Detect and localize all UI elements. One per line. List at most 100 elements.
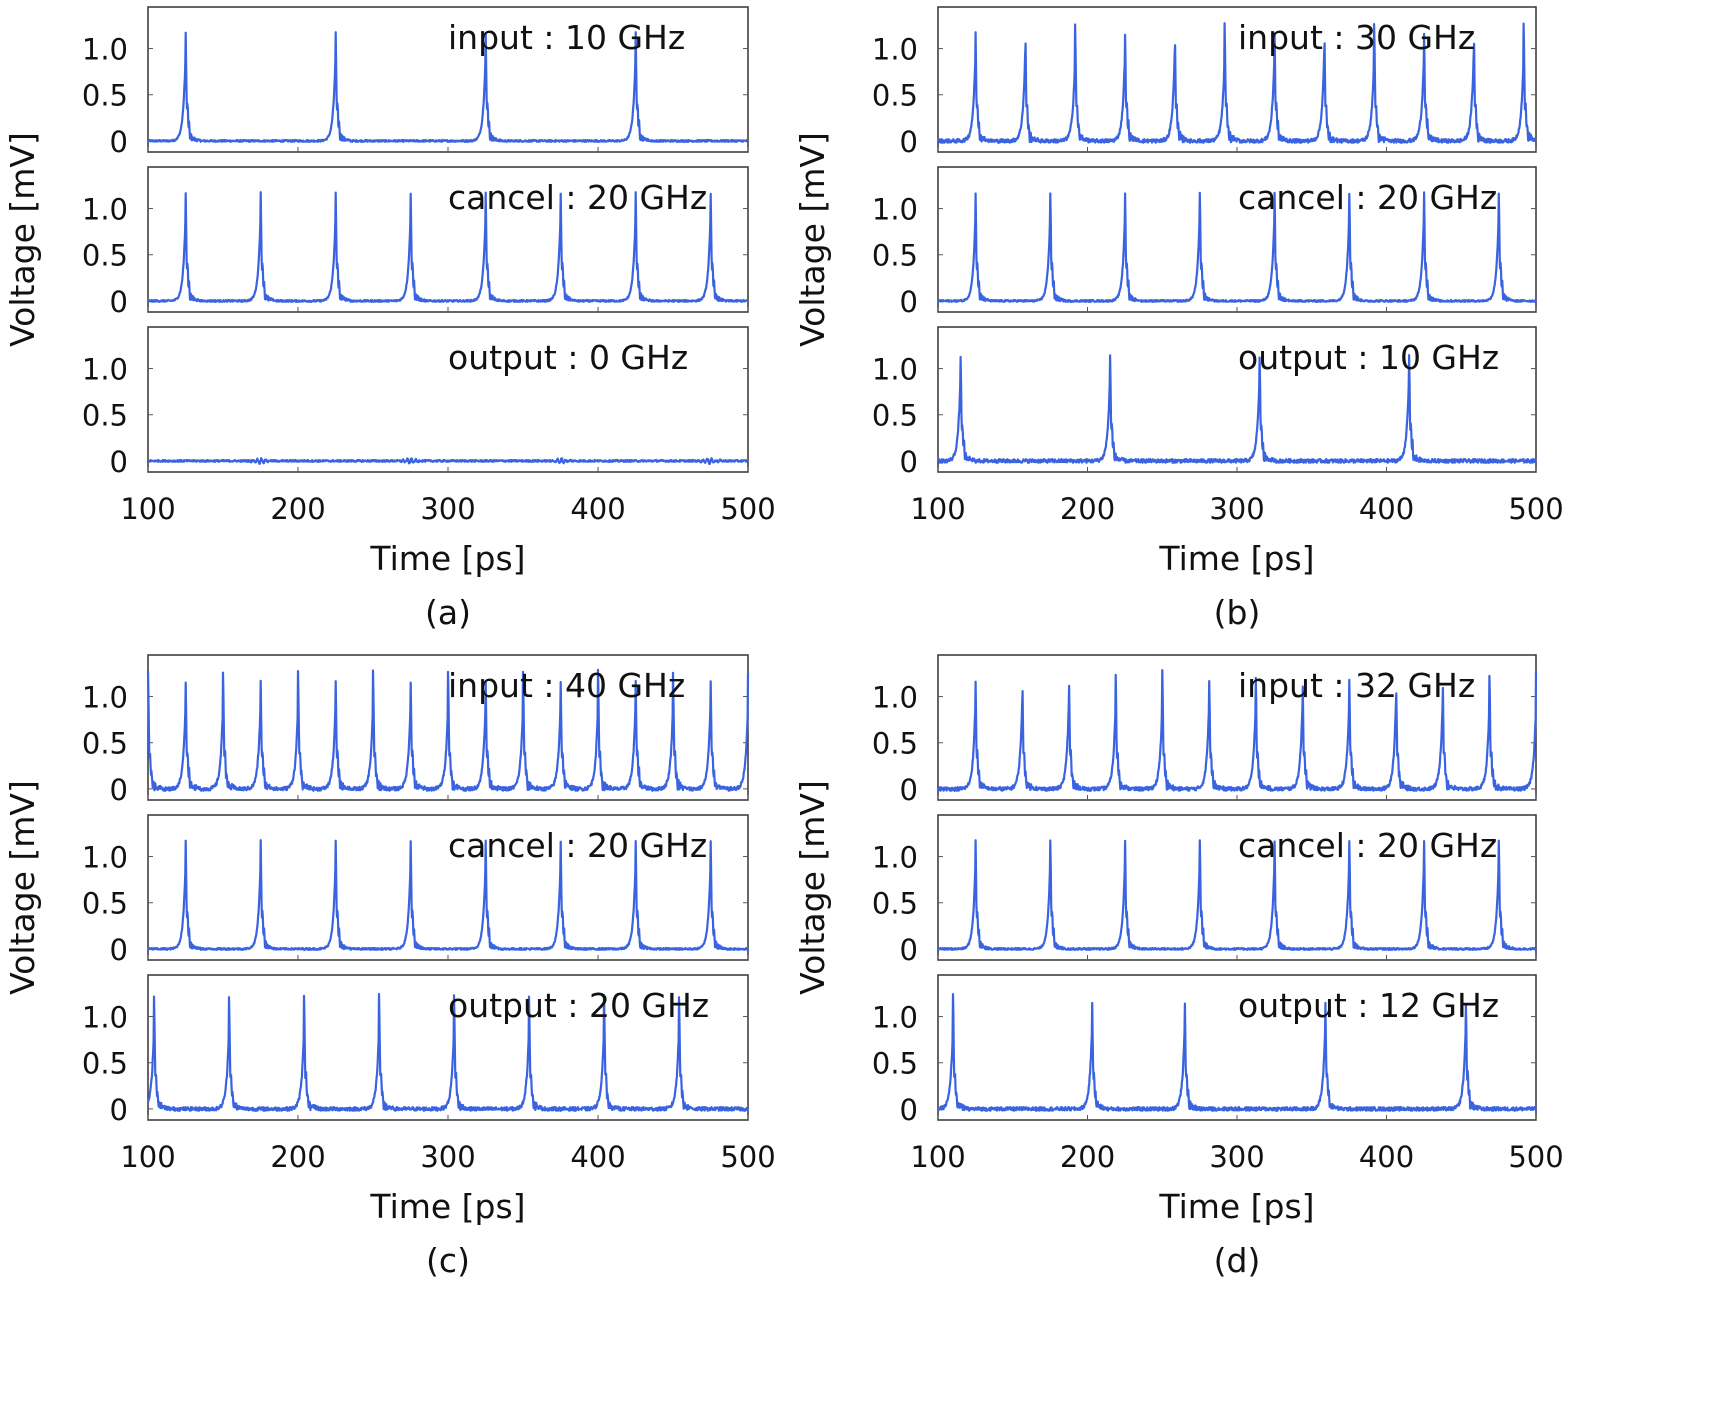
x-tick-label: 200 [1060,1140,1115,1174]
plot-frame [937,814,1537,961]
plot-frame [937,6,1537,153]
x-tick-label: 200 [270,1140,325,1174]
subplot-b-cancel: 0 0.5 1.0 cancel : 20 GHz [872,166,1537,319]
y-tick-label: 1.0 [872,353,918,387]
y-tick-label: 0.5 [82,399,128,433]
y-tick-label: 0 [110,1093,128,1127]
y-tick-label: 1.0 [82,33,128,67]
subplot-c-output: 0 0.5 1.0 output : 20 GHz [82,974,750,1127]
x-axis-title: Time [ps] [1158,1187,1314,1226]
y-tick-label: 0.5 [872,1047,918,1081]
y-tick-label: 0.5 [872,239,918,273]
y-tick-label: 0.5 [82,239,128,273]
plot-frame [937,166,1537,313]
x-tick-label: 500 [720,1140,775,1174]
series-line-output [936,992,1538,1112]
subplot-d-output: 0 0.5 1.0 output : 12 GHz [872,974,1538,1127]
plot-frame [937,654,1537,801]
y-axis-title: Voltage [mV] [3,780,42,995]
y-tick-label: 1.0 [872,681,918,715]
x-tick-label: 300 [420,1140,475,1174]
annotation-cancel: cancel : 20 GHz [1238,826,1497,865]
x-tick-label: 400 [570,492,625,526]
x-tick-label: 100 [910,1140,965,1174]
y-tick-label: 0 [900,933,918,967]
x-tick-label: 500 [720,492,775,526]
series-line-cancel [147,839,749,951]
y-tick-label: 0 [110,125,128,159]
panel-caption: (b) [1214,593,1261,632]
y-axis-title: Voltage [mV] [793,132,832,347]
subplot-a-output: 0 0.5 1.0 output : 0 GHz [82,326,749,479]
y-tick-label: 0 [900,445,918,479]
x-tick-label: 400 [570,1140,625,1174]
y-tick-label: 0.5 [872,399,918,433]
series-line-cancel [937,839,1538,951]
y-tick-label: 0 [900,773,918,807]
x-axis-title: Time [ps] [369,539,525,578]
panel-c: 0 0.5 1.0 input : 40 GHz 0 0.5 1.0 cancel : 20 … [3,654,776,1280]
annotation-output: output : 0 GHz [448,338,688,377]
y-tick-label: 1.0 [82,193,128,227]
y-tick-label: 0.5 [82,727,128,761]
subplot-a-input: 0 0.5 1.0 input : 10 GHz [82,6,749,159]
annotation-cancel: cancel : 20 GHz [1238,178,1497,217]
series-line-input [936,668,1538,792]
annotation-output: output : 12 GHz [1238,986,1499,1025]
y-tick-label: 0 [110,445,128,479]
y-tick-label: 1.0 [82,681,128,715]
panel-caption: (c) [426,1241,470,1280]
y-axis-title: Voltage [mV] [3,132,42,347]
series-line-cancel [937,191,1537,303]
panel-caption: (d) [1214,1241,1261,1280]
series-line-input [147,31,749,143]
series-line-output [147,457,749,466]
subplot-c-cancel: 0 0.5 1.0 cancel : 20 GHz [82,814,749,967]
series-line-input [936,22,1537,144]
x-tick-label: 100 [120,1140,175,1174]
series-line-output [936,354,1537,464]
annotation-input: input : 40 GHz [448,666,685,705]
y-axis-title: Voltage [mV] [793,780,832,995]
annotation-cancel: cancel : 20 GHz [448,178,707,217]
y-tick-label: 0.5 [872,727,918,761]
y-tick-label: 1.0 [872,841,918,875]
x-tick-label: 300 [1209,492,1264,526]
x-tick-label: 100 [120,492,175,526]
y-tick-label: 0.5 [872,79,918,113]
plot-frame [147,166,749,313]
annotation-input: input : 30 GHz [1238,18,1475,57]
plot-frame [147,6,749,153]
y-tick-label: 1.0 [872,1001,918,1035]
x-tick-label: 300 [1209,1140,1264,1174]
y-tick-label: 0.5 [82,887,128,921]
x-tick-label: 200 [1060,492,1115,526]
y-tick-label: 0 [110,285,128,319]
y-tick-label: 0.5 [82,1047,128,1081]
x-tick-label: 500 [1508,1140,1563,1174]
annotation-output: output : 20 GHz [448,986,709,1025]
plot-frame [937,974,1537,1121]
x-tick-label: 400 [1359,492,1414,526]
plot-frame [937,326,1537,473]
series-line-cancel [146,191,749,303]
plot-frame [147,974,749,1121]
series-line-input [146,668,750,792]
y-tick-label: 1.0 [82,841,128,875]
x-tick-label: 200 [270,492,325,526]
x-axis-title: Time [ps] [1158,539,1314,578]
x-tick-label: 400 [1359,1140,1414,1174]
x-axis-title: Time [ps] [369,1187,525,1226]
panel-caption: (a) [425,593,471,632]
y-tick-label: 0 [900,285,918,319]
y-tick-label: 1.0 [872,193,918,227]
y-tick-label: 0.5 [872,887,918,921]
y-tick-label: 0 [900,1093,918,1127]
subplot-b-input: 0 0.5 1.0 input : 30 GHz [872,6,1537,159]
y-tick-label: 0 [110,933,128,967]
subplot-b-output: 0 0.5 1.0 output : 10 GHz [872,326,1537,479]
y-tick-label: 0 [900,125,918,159]
panel-a: 0 0.5 1.0 input : 10 GHz 0 0.5 1.0 cancel : 20 … [3,6,776,632]
series-line-output [147,992,750,1112]
